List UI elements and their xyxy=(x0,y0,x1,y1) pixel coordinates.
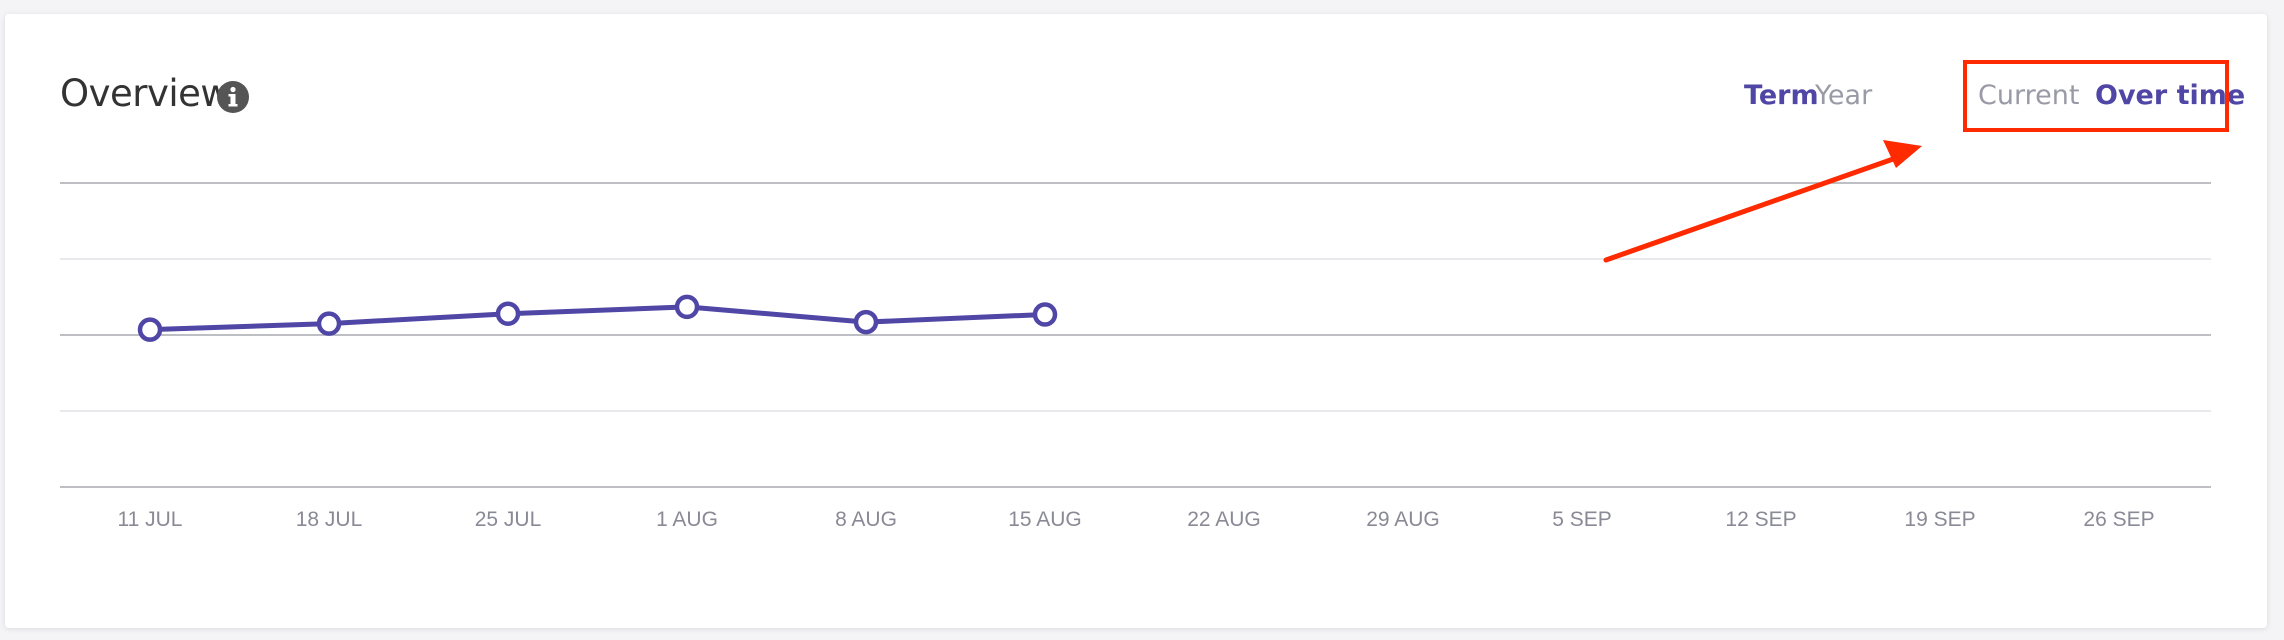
data-point xyxy=(1032,302,1058,327)
x-tick-label: 15 AUG xyxy=(1008,508,1082,531)
over-time-toggle[interactable]: Over time xyxy=(2095,80,2246,111)
data-point xyxy=(316,311,342,336)
page-title: Overview xyxy=(60,72,231,115)
data-point xyxy=(674,294,700,320)
annotation-highlight-box xyxy=(1963,60,2229,132)
x-tick-label: 12 SEP xyxy=(1725,508,1796,531)
x-tick-label: 22 AUG xyxy=(1187,508,1261,531)
annotation-arrow-head xyxy=(1883,140,1922,168)
series-line xyxy=(147,304,1048,333)
term-toggle[interactable]: Term xyxy=(1744,80,1819,111)
current-toggle[interactable]: Current xyxy=(1978,80,2080,111)
data-point xyxy=(853,309,879,335)
x-tick-label: 19 SEP xyxy=(1904,508,1975,531)
x-tick-label: 5 SEP xyxy=(1552,508,1612,531)
info-icon[interactable] xyxy=(216,80,250,114)
x-tick-label: 18 JUL xyxy=(296,508,363,531)
x-tick-label: 29 AUG xyxy=(1366,508,1440,531)
data-point xyxy=(137,317,163,342)
x-tick-label: 26 SEP xyxy=(2083,508,2154,531)
x-tick-label: 1 AUG xyxy=(656,508,718,531)
x-tick-label: 11 JUL xyxy=(118,508,183,531)
x-tick-label: 25 JUL xyxy=(475,508,542,531)
data-point xyxy=(495,301,521,326)
x-tick-label: 8 AUG xyxy=(835,508,897,531)
year-toggle[interactable]: Year xyxy=(1815,80,1873,111)
annotation-arrow-shaft xyxy=(1603,155,1899,263)
